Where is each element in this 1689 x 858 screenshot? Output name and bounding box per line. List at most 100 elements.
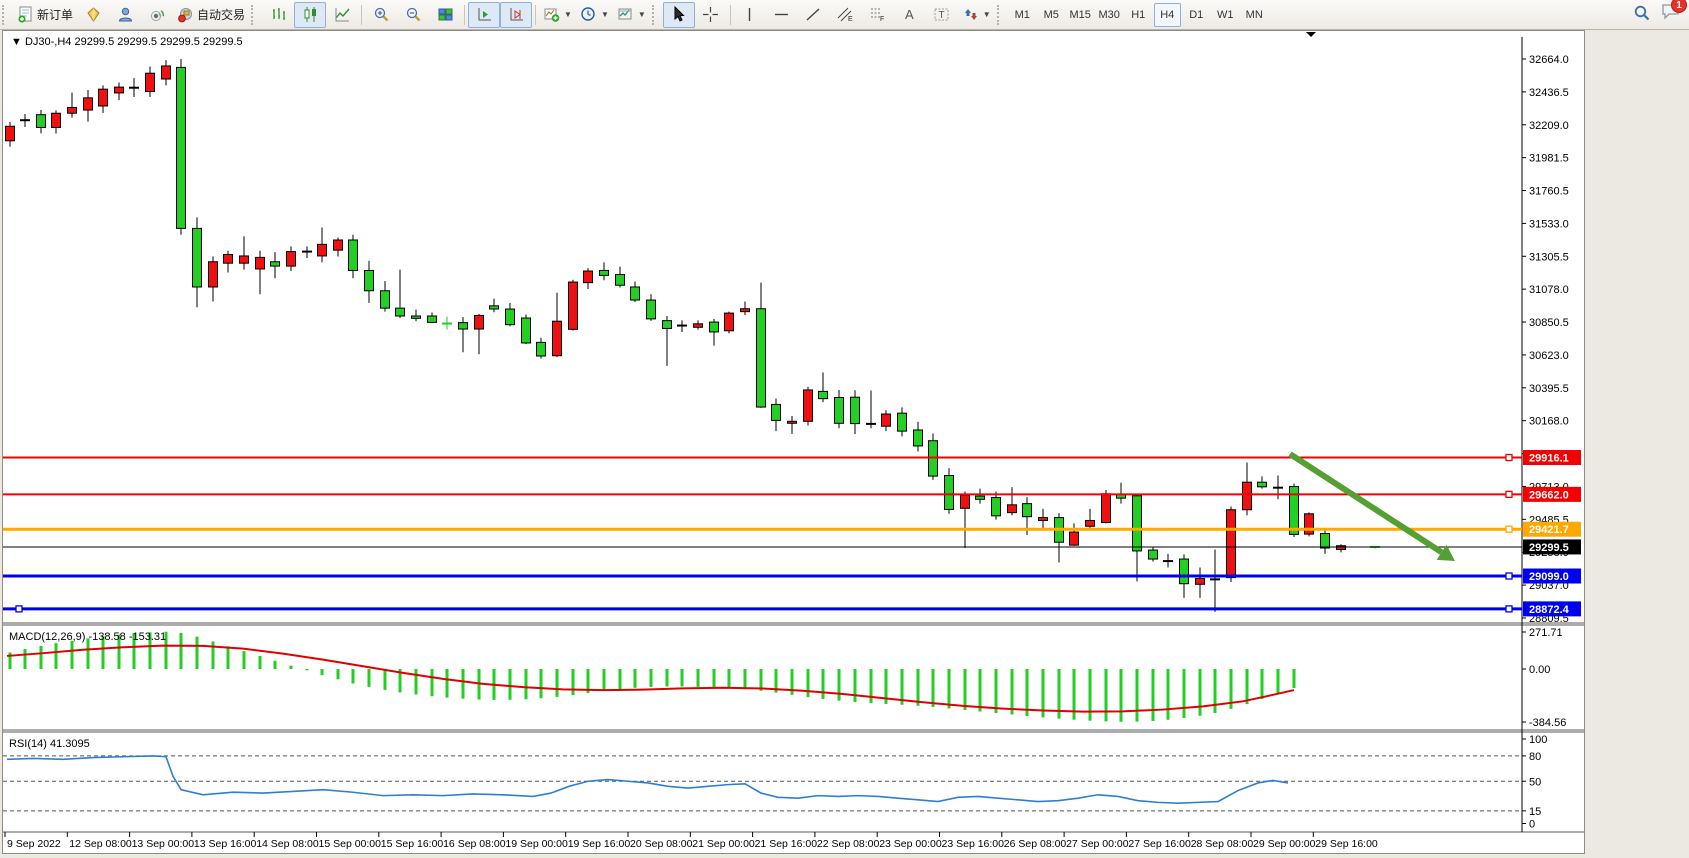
candle-body (615, 274, 625, 286)
line-handle[interactable] (1505, 453, 1513, 462)
candle-body (1007, 504, 1017, 514)
period-button-m15[interactable]: M15 (1069, 8, 1091, 21)
rsi-tick-label: 80 (1529, 751, 1541, 763)
profile-button[interactable] (109, 2, 141, 28)
line-chart-mode-button[interactable] (326, 2, 358, 28)
time-tick-label: 9 Sep 2022 (7, 838, 61, 850)
period-button-w1[interactable]: W1 (1216, 8, 1234, 21)
zoom-in-button[interactable] (365, 2, 397, 28)
period-button-mn[interactable]: MN (1245, 8, 1263, 21)
channel-tool-button[interactable]: E (830, 2, 862, 28)
line-handle[interactable] (15, 605, 23, 613)
time-tick-label: 15 Sep 00:00 (319, 838, 382, 850)
candle-body (1195, 577, 1205, 585)
candle-body (803, 389, 813, 422)
rsi-tick-label: 15 (1529, 806, 1541, 818)
price-chart[interactable]: 32664.0 32436.5 32209.0 31981.5 31760.5 31533… (3, 31, 1584, 853)
auto-scroll-icon (478, 8, 491, 21)
price-tick-label: 31533.0 (1529, 218, 1569, 230)
bar-chart-mode-button[interactable] (262, 2, 294, 28)
candle-body (489, 305, 499, 310)
line-handle[interactable] (1505, 490, 1513, 499)
horizontal-line-icon (775, 13, 789, 16)
chart-window[interactable]: 32664.0 32436.5 32209.0 31981.5 31760.5 31533… (2, 30, 1585, 854)
zoom-out-button[interactable] (397, 2, 429, 28)
candle-body (1132, 495, 1142, 552)
candle-body (1304, 513, 1314, 535)
candle-body (192, 227, 202, 288)
time-tick-label: 19 Sep 00:00 (505, 838, 568, 850)
text-tool-button[interactable]: A (894, 2, 926, 28)
toolbar-grip (651, 4, 661, 25)
gem-icon (86, 7, 100, 22)
svg-text:T: T (939, 10, 945, 21)
candle-body (208, 261, 218, 288)
candle-body (536, 341, 546, 357)
chart-shift-button[interactable] (500, 1, 533, 28)
trendline-tool-button[interactable] (798, 2, 830, 28)
price-tick-label: 32209.0 (1529, 120, 1569, 132)
time-tick-label: 27 Sep 00:00 (1066, 838, 1129, 850)
candlestick-series (5, 59, 1380, 612)
candle-body (5, 125, 15, 142)
candle-body (98, 88, 108, 107)
tile-windows-icon (438, 8, 453, 21)
rsi-line (6, 755, 1289, 805)
crosshair-tool-button[interactable] (695, 2, 727, 28)
horizontal-lines: 29916.1 29662.0 29421.7 29299.5 29099.0 28872… (3, 450, 1581, 617)
macd-label: MACD(12,26,9) -138.58 -153.31 (9, 631, 166, 643)
trend-arrow[interactable] (1288, 451, 1455, 561)
templates-button[interactable]: ▼ (613, 2, 650, 28)
period-button-d1[interactable]: D1 (1189, 8, 1204, 21)
candle-body (458, 322, 468, 330)
svg-text:A: A (905, 7, 914, 22)
autotrading-icon (178, 8, 193, 23)
candle-body (1289, 486, 1299, 535)
line-handle[interactable] (1505, 605, 1513, 613)
candle-body (662, 320, 672, 329)
candle-body (724, 312, 734, 332)
autotrading-label: 自动交易 (197, 8, 246, 22)
price-label: 29916.1 (1529, 453, 1569, 465)
chart-shift-marker[interactable] (1306, 32, 1316, 37)
horizontal-line-tool-button[interactable] (766, 2, 798, 28)
macd-tick-label: 0.00 (1529, 664, 1550, 676)
arrows-tool-button[interactable]: ▼ (958, 2, 995, 28)
price-tick-label: 30168.0 (1529, 416, 1569, 428)
period-button-m5[interactable]: M5 (1043, 8, 1059, 21)
arrow-shaft (1288, 451, 1444, 555)
period-button-h1[interactable]: H1 (1131, 8, 1146, 21)
new-order-button[interactable]: 新订单 (13, 2, 77, 28)
line-handle[interactable] (1505, 572, 1513, 580)
time-tick-label: 16 Sep 08:00 (443, 838, 506, 850)
period-button-m30[interactable]: M30 (1098, 8, 1120, 21)
search-icon[interactable] (1633, 4, 1651, 22)
tile-windows-button[interactable] (429, 2, 461, 28)
candle-body (1148, 549, 1158, 560)
time-axis[interactable]: 9 Sep 2022 12 Sep 08:00 13 Sep 00:00 13 Sep… (4, 832, 1378, 850)
candlestick-mode-button[interactable] (294, 1, 327, 28)
candle-body (1320, 533, 1330, 549)
line-handle[interactable] (1505, 525, 1513, 533)
label-tool-button[interactable]: T (926, 2, 958, 28)
candle-body (1069, 531, 1079, 546)
metaeditor-button[interactable] (77, 2, 109, 28)
notifications-button[interactable]: 1 (1661, 0, 1687, 23)
auto-scroll-button[interactable] (468, 1, 501, 28)
macd-signal-line (6, 644, 1295, 713)
autotrading-button[interactable]: 自动交易 (173, 2, 249, 28)
svg-text:E: E (848, 16, 853, 23)
time-tick-label: 15 Sep 16:00 (381, 838, 444, 850)
cursor-tool-button[interactable] (662, 1, 695, 28)
vertical-line-tool-button[interactable] (734, 2, 766, 28)
indicators-button[interactable]: ▼ (539, 2, 576, 28)
fibonacci-tool-button[interactable]: F (862, 2, 894, 28)
period-button-m1[interactable]: M1 (1014, 8, 1030, 21)
period-button-h4[interactable]: H4 (1153, 2, 1181, 27)
periods-button[interactable]: ▼ (576, 2, 613, 28)
candle-body (411, 315, 421, 319)
price-label: 29299.5 (1529, 542, 1569, 554)
news-signal-button[interactable] (141, 2, 173, 28)
macd-histogram (8, 631, 1296, 722)
candle-body (740, 308, 750, 313)
